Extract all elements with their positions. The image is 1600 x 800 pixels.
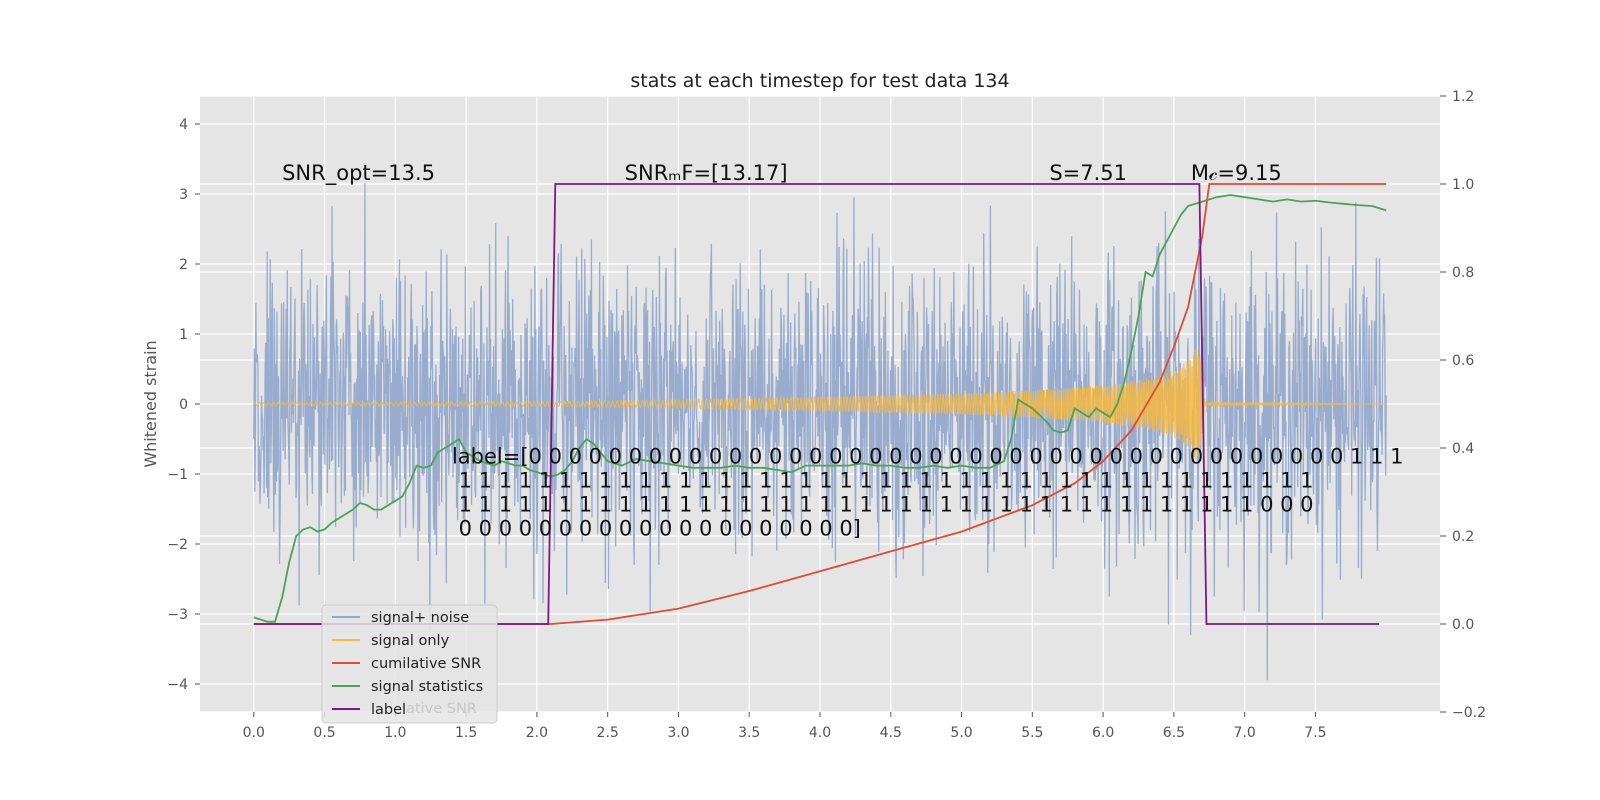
legend-entry-label: signal+ noise <box>371 610 469 626</box>
y-tick-label: 2 <box>179 257 188 273</box>
legend-box <box>321 604 498 724</box>
x-tick-label: 3.0 <box>667 725 689 741</box>
y2-tick-label: 0.8 <box>1452 265 1474 281</box>
label-text-line: 1 1 1 1 1 1 1 1 1 1 1 1 1 1 1 1 1 1 1 1 … <box>452 469 1314 493</box>
legend-entry-label: cumilative SNR <box>371 656 481 672</box>
legend: lative SNR signal+ noise signal only cumila… <box>321 604 498 724</box>
x-tick-label: 2.0 <box>526 725 548 741</box>
x-tick-label: 2.5 <box>597 725 619 741</box>
label-text-line: 0 0 0 0 0 0 0 0 0 0 0 0 0 0 0 0 0 0 0 0] <box>452 517 861 541</box>
y-tick-label: 4 <box>179 117 188 133</box>
x-tick-label: 6.5 <box>1163 725 1185 741</box>
y-tick-label: 3 <box>179 187 188 203</box>
axes-layer: 0.0 0.5 1.0 1.5 2.0 2.5 3.0 3.5 4.0 4.5 5.0 5.5 6.0 6… <box>167 89 1486 741</box>
annotation-text: SNRₘF=[13.17] <box>625 161 788 185</box>
label-text-line: label=[0 0 0 0 0 0 0 0 0 0 0 0 0 0 0 0 0… <box>452 445 1404 469</box>
y-tick-label: 0 <box>179 397 188 413</box>
annotation-text: M𝒸=9.15 <box>1191 161 1282 185</box>
x-tick-label: 7.0 <box>1234 725 1256 741</box>
legend-entry-label: signal statistics <box>371 679 483 695</box>
y2-tick-label: −0.2 <box>1452 705 1486 721</box>
y-tick-label: −4 <box>167 677 188 693</box>
legend-ghost-text: lative SNR <box>402 701 477 717</box>
series-cumulative-snr-line <box>253 183 1387 625</box>
y-tick-label: −1 <box>167 467 188 483</box>
y2-tick-label: 1.2 <box>1452 89 1474 105</box>
annotation-text: SNR_opt=13.5 <box>282 161 435 186</box>
x-tick-label: 0.5 <box>313 725 335 741</box>
annotation-text: S=7.51 <box>1049 161 1127 185</box>
series-signal-only-line <box>253 349 1387 460</box>
legend-entry-label: label <box>371 702 406 718</box>
x-tick-label: 6.0 <box>1092 725 1114 741</box>
y2-tick-label: 0.6 <box>1452 353 1474 369</box>
y-tick-label: 1 <box>179 327 188 343</box>
series-label-line <box>253 183 1380 625</box>
annotation-layer: SNR_opt=13.5 SNRₘF=[13.17] S=7.51 M𝒸=9.15 la… <box>282 161 1403 541</box>
x-tick-label: 1.0 <box>384 725 406 741</box>
x-tick-label: 5.0 <box>950 725 972 741</box>
y2-tick-label: 0.2 <box>1452 529 1474 545</box>
x-tick-label: 1.5 <box>455 725 477 741</box>
y-axis-label: Whitened strain <box>141 340 160 467</box>
chart-title: stats at each timestep for test data 134 <box>630 70 1009 92</box>
x-tick-label: 4.0 <box>809 725 831 741</box>
series-signal-statistics-line <box>253 194 1387 623</box>
legend-entry-label: signal only <box>371 633 450 649</box>
x-tick-label: 4.5 <box>880 725 902 741</box>
label-text-line: 1 1 1 1 1 1 1 1 1 1 1 1 1 1 1 1 1 1 1 1 … <box>452 493 1314 517</box>
x-tick-label: 7.5 <box>1304 725 1326 741</box>
series-layer <box>253 183 1387 681</box>
y-tick-label: −2 <box>167 537 188 553</box>
y2-tick-label: 1.0 <box>1452 177 1474 193</box>
y2-tick-label: 0.4 <box>1452 441 1474 457</box>
x-tick-label: 5.5 <box>1021 725 1043 741</box>
x-tick-label: 3.5 <box>738 725 760 741</box>
x-tick-label: 0.0 <box>243 725 265 741</box>
y-tick-label: −3 <box>167 607 188 623</box>
y2-tick-label: 0.0 <box>1452 617 1474 633</box>
